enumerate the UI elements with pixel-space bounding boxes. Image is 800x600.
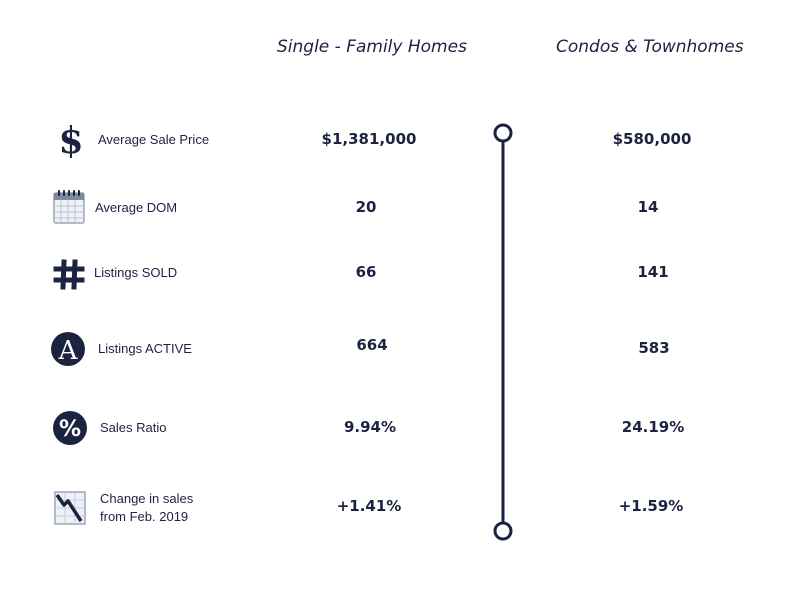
column-header-single-family: Single - Family Homes (277, 37, 467, 57)
value-condo-sales-ratio: 24.19% (621, 418, 685, 436)
row-label-listings-active: Listings ACTIVE (98, 341, 192, 356)
value-single-change-in-sales: +1.41% (336, 497, 402, 515)
value-single-listings-active: 664 (356, 336, 388, 354)
percent-circle-icon: % (52, 410, 88, 446)
value-single-listings-sold: 66 (355, 263, 377, 281)
row-label-average-sale-price: Average Sale Price (98, 132, 210, 147)
row-label-change-in-sales-line2: from Feb. 2019 (100, 509, 189, 524)
value-condo-average-sale-price: $580,000 (612, 130, 692, 148)
svg-text:%: % (59, 417, 81, 442)
letter-a-circle-icon: A (50, 331, 86, 367)
value-single-average-dom: 20 (355, 198, 377, 216)
calendar-icon (51, 189, 87, 225)
hashtag-icon (51, 256, 87, 292)
trend-down-chart-icon (53, 490, 89, 526)
value-single-sales-ratio: 9.94% (343, 418, 397, 436)
svg-text:$: $ (58, 122, 83, 158)
svg-text:A: A (58, 336, 79, 366)
value-condo-listings-sold: 141 (637, 263, 669, 281)
value-condo-average-dom: 14 (637, 198, 659, 216)
row-label-listings-sold: Listings SOLD (94, 265, 178, 280)
value-condo-listings-active: 583 (638, 339, 670, 357)
value-single-average-sale-price: $1,381,000 (321, 130, 417, 148)
row-label-sales-ratio: Sales Ratio (100, 420, 167, 435)
dollar-sign-icon: $ (53, 122, 89, 158)
row-label-change-in-sales-line1: Change in sales (100, 491, 194, 506)
column-header-condos: Condos & Townhomes (556, 37, 744, 57)
value-condo-change-in-sales: +1.59% (618, 497, 684, 515)
row-label-average-dom: Average DOM (95, 200, 178, 215)
